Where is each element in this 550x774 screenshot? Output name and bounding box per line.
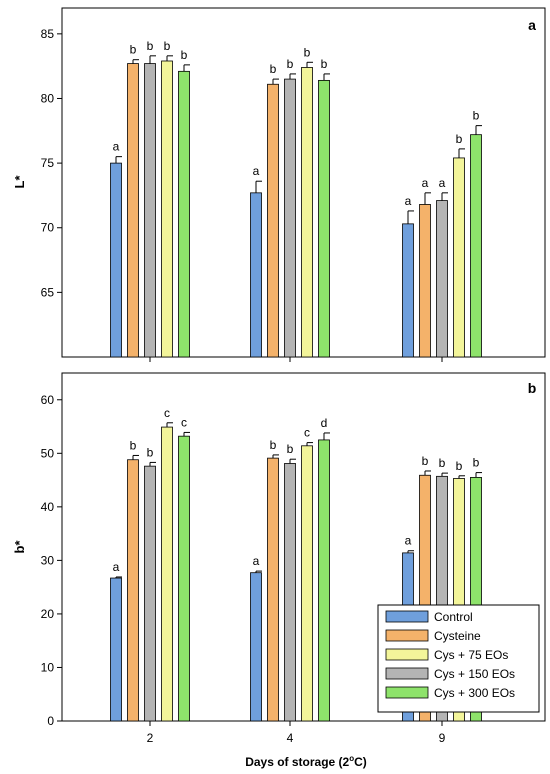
significance-letter: b (456, 132, 463, 146)
significance-letter: b (270, 62, 277, 76)
significance-letter: b (181, 48, 188, 62)
significance-letter: a (405, 194, 412, 208)
bar (250, 192, 262, 358)
y-tick-label: 10 (41, 660, 55, 674)
bar (284, 78, 296, 358)
significance-letter: b (304, 45, 311, 59)
y-tick-label: 20 (41, 607, 55, 621)
significance-letter: b (439, 456, 446, 470)
significance-letter: b (130, 438, 137, 452)
legend-label: Control (434, 610, 473, 624)
legend-swatch (385, 686, 429, 699)
x-axis-label: Days of storage (2oC) (245, 754, 367, 769)
significance-letter: b (473, 456, 480, 470)
panel-label-b: b (528, 380, 537, 396)
y-tick-label: 85 (41, 27, 55, 41)
legend: Control Cysteine Cys + 75 EOs Cys + 150 EOs… (377, 604, 540, 713)
bar (127, 459, 139, 722)
significance-letter: b (287, 57, 294, 71)
bar (250, 572, 262, 722)
y-tick-label: 75 (41, 156, 55, 170)
y-tick-label: 0 (47, 714, 54, 728)
bar (284, 463, 296, 722)
legend-swatch (385, 667, 429, 680)
bar (110, 577, 122, 722)
legend-swatch (385, 648, 429, 661)
bar (301, 445, 313, 722)
significance-letter: a (253, 554, 260, 568)
legend-label: Cys + 150 EOs (434, 667, 515, 681)
bar (110, 162, 122, 358)
bar (267, 457, 279, 722)
y-tick-label: 40 (41, 500, 55, 514)
significance-letter: b (287, 442, 294, 456)
x-tick-label: 9 (439, 731, 446, 745)
legend-swatch (385, 629, 429, 642)
significance-letter: a (113, 560, 120, 574)
significance-letter: a (439, 176, 446, 190)
x-ticks: 2 4 9 (147, 731, 446, 745)
significance-letter: c (304, 426, 310, 440)
bar (161, 60, 173, 358)
y-axis-label-a: L* (12, 175, 27, 189)
legend-label: Cysteine (434, 629, 481, 643)
legend-label: Cys + 300 EOs (434, 686, 515, 700)
y-ticks-b: 0 10 20 30 40 50 60 (41, 393, 443, 728)
bar (267, 83, 279, 358)
significance-letter: a (113, 140, 120, 154)
y-tick-label: 50 (41, 446, 55, 460)
legend-swatch (385, 610, 429, 623)
panel-label-a: a (528, 17, 536, 33)
bar (318, 79, 330, 358)
bar (402, 223, 414, 358)
y-tick-label: 65 (41, 285, 55, 299)
significance-letter: b (147, 445, 154, 459)
bar (127, 63, 139, 358)
significance-letter: c (181, 415, 187, 429)
significance-letter: b (147, 39, 154, 53)
significance-letter: a (253, 164, 260, 178)
y-axis-label-b: b* (12, 540, 27, 554)
significance-letter: d (321, 416, 328, 430)
bar (144, 465, 156, 722)
y-tick-label: 80 (41, 91, 55, 105)
bar (318, 439, 330, 722)
y-tick-label: 30 (41, 553, 55, 567)
bar (161, 426, 173, 722)
significance-letter: b (130, 43, 137, 57)
significance-letter: b (422, 454, 429, 468)
significance-letter: b (456, 459, 463, 473)
significance-letter: b (270, 438, 277, 452)
significance-letter: b (473, 109, 480, 123)
bar (419, 204, 431, 358)
bar (301, 67, 313, 358)
bar (470, 134, 482, 358)
x-tick-label: 2 (147, 731, 154, 745)
y-tick-label: 70 (41, 221, 55, 235)
significance-letter: a (405, 534, 412, 548)
y-ticks-a: 65 70 75 80 85 (41, 27, 443, 362)
significance-letter: a (422, 176, 429, 190)
x-tick-label: 4 (287, 731, 294, 745)
legend-label: Cys + 75 EOs (434, 648, 508, 662)
bar (144, 63, 156, 358)
bar (453, 157, 465, 358)
bar (178, 70, 190, 358)
bar (436, 200, 448, 358)
y-tick-label: 60 (41, 393, 55, 407)
significance-letter: b (164, 39, 171, 53)
significance-letter: c (164, 406, 170, 420)
bar (178, 435, 190, 722)
significance-letter: b (321, 57, 328, 71)
